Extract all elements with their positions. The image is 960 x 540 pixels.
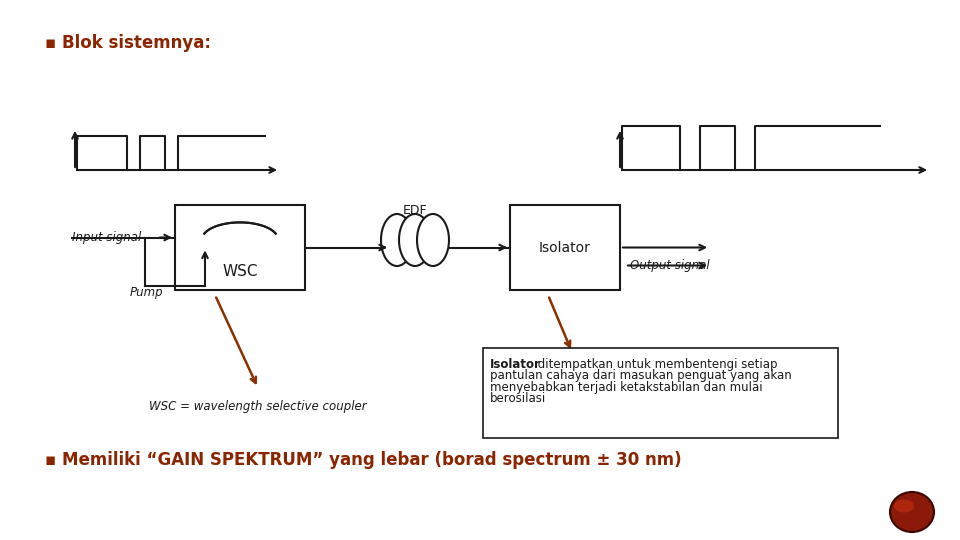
Ellipse shape — [894, 500, 914, 512]
Bar — [175, 205, 305, 290]
Text: EDF: EDF — [402, 204, 427, 217]
Text: WSC: WSC — [223, 265, 257, 280]
Text: ditempatkan untuk membentengi setiap: ditempatkan untuk membentengi setiap — [534, 358, 778, 371]
Ellipse shape — [890, 492, 934, 532]
Ellipse shape — [417, 214, 449, 266]
Text: berosilasi: berosilasi — [490, 393, 546, 406]
Ellipse shape — [381, 214, 413, 266]
Ellipse shape — [399, 214, 431, 266]
Bar — [510, 205, 620, 290]
Text: WSC = wavelength selective coupler: WSC = wavelength selective coupler — [149, 400, 367, 413]
Text: ▪ Blok sistemnya:: ▪ Blok sistemnya: — [45, 34, 211, 52]
Text: Isolator: Isolator — [540, 240, 591, 254]
Text: pantulan cahaya dari masukan penguat yang akan: pantulan cahaya dari masukan penguat yan… — [490, 369, 792, 382]
Text: ▪ Memiliki “GAIN SPEKTRUM” yang lebar (borad spectrum ± 30 nm): ▪ Memiliki “GAIN SPEKTRUM” yang lebar (b… — [45, 451, 682, 469]
Text: Input signal: Input signal — [72, 231, 141, 244]
Text: Output signal: Output signal — [630, 259, 709, 272]
Bar — [483, 348, 838, 438]
Text: Isolator: Isolator — [490, 358, 540, 371]
Text: Pump: Pump — [130, 286, 163, 299]
Text: menyebabkan terjadi ketakstabilan dan mulai: menyebabkan terjadi ketakstabilan dan mu… — [490, 381, 762, 394]
